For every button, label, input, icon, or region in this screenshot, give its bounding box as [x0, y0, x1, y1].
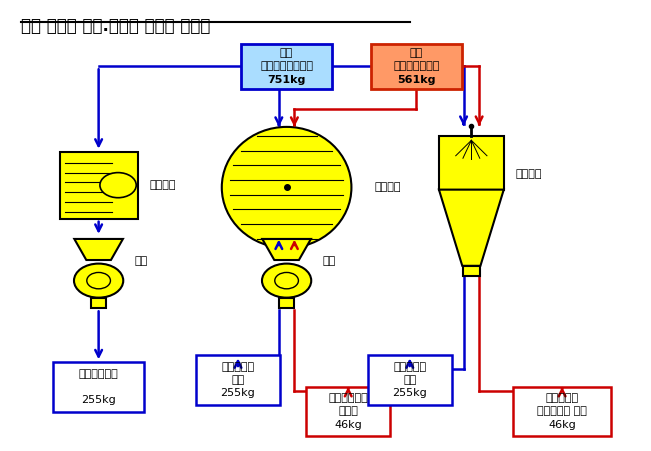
- FancyBboxPatch shape: [368, 355, 452, 405]
- Circle shape: [74, 263, 123, 298]
- FancyBboxPatch shape: [463, 266, 480, 276]
- Circle shape: [262, 263, 311, 298]
- Circle shape: [275, 272, 298, 289]
- Text: 미강 발효물 추출.농축물 제품화 공정도: 미강 발효물 추출.농축물 제품화 공정도: [21, 17, 210, 35]
- FancyBboxPatch shape: [53, 362, 144, 411]
- Text: 베이커리원료

255kg: 베이커리원료 255kg: [79, 368, 118, 405]
- Text: 미강
물리적추출농축물
751kg: 미강 물리적추출농축물 751kg: [260, 48, 313, 85]
- Polygon shape: [262, 239, 311, 260]
- Text: 건강기능성
소재
255kg: 건강기능성 소재 255kg: [393, 362, 427, 398]
- Circle shape: [87, 272, 111, 289]
- FancyBboxPatch shape: [514, 387, 611, 436]
- Polygon shape: [74, 239, 123, 260]
- Polygon shape: [439, 189, 504, 266]
- FancyBboxPatch shape: [91, 298, 106, 308]
- FancyBboxPatch shape: [371, 44, 462, 89]
- Ellipse shape: [222, 127, 352, 248]
- FancyBboxPatch shape: [60, 152, 137, 219]
- Text: 분무건조: 분무건조: [516, 169, 542, 179]
- Text: 뇌기능개선
건강기능성 소재
46kg: 뇌기능개선 건강기능성 소재 46kg: [537, 393, 587, 430]
- Text: 건강기능성
소재
255kg: 건강기능성 소재 255kg: [221, 362, 255, 398]
- Text: 동결건조: 동결건조: [374, 182, 400, 193]
- Text: 분쇄: 분쇄: [134, 256, 148, 267]
- FancyBboxPatch shape: [439, 136, 504, 189]
- FancyBboxPatch shape: [196, 355, 280, 405]
- Text: 진공건조: 진공건조: [149, 180, 176, 190]
- FancyBboxPatch shape: [279, 298, 294, 308]
- FancyBboxPatch shape: [306, 387, 391, 436]
- Text: 분쇄: 분쇄: [322, 256, 335, 267]
- Text: 미강
용매추출농축물
561kg: 미강 용매추출농축물 561kg: [393, 48, 439, 85]
- Circle shape: [100, 173, 136, 198]
- FancyBboxPatch shape: [242, 44, 332, 89]
- Text: 건강기능식품
소재화
46kg: 건강기능식품 소재화 46kg: [328, 393, 368, 430]
